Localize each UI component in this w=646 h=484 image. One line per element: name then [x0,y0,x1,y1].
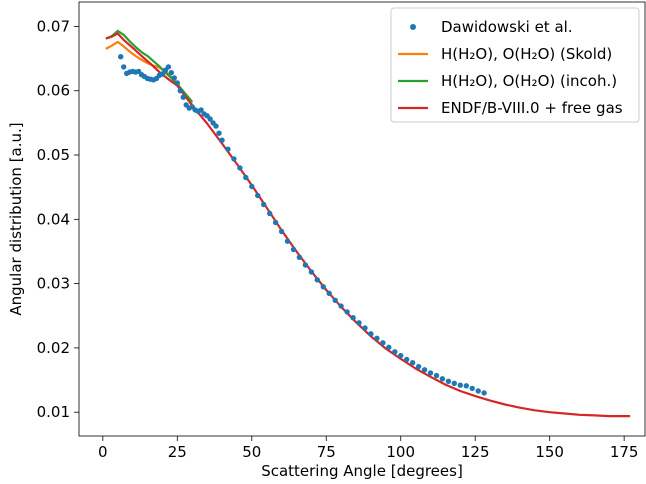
y-axis-label: Angular distribution [a.u.] [7,122,25,315]
data-point [398,352,404,359]
data-point [392,349,398,355]
x-axis: 0 25 50 75 100 125 150 175 [98,436,638,461]
data-point [231,156,237,162]
data-point [207,116,213,122]
data-point [168,70,174,76]
y-tick-label: 0.05 [37,146,70,164]
data-point [296,254,303,260]
data-point [409,360,416,366]
data-point [261,201,267,208]
data-point [174,80,180,86]
data-point [380,340,386,346]
data-point [278,228,285,235]
y-axis: 0.01 0.02 0.03 0.04 0.05 0.06 0.07 [37,17,79,421]
data-point [255,192,261,199]
legend-label: ENDF/B-VIII.0 + free gas [441,99,623,117]
data-point [216,130,222,136]
x-tick-label: 25 [168,443,187,461]
data-point [237,165,243,171]
legend-label: H(H₂O), O(H₂O) (Skold) [441,45,612,63]
data-point [171,75,177,81]
data-point [198,107,204,113]
x-tick-label: 125 [461,443,490,461]
data-point [326,290,332,296]
data-point [314,277,320,283]
data-point [439,376,446,382]
y-tick-label: 0.03 [37,275,70,293]
data-point [445,378,452,384]
data-point [415,363,422,370]
data-point [219,137,225,143]
legend-box [390,7,640,123]
data-point [308,269,315,275]
series-layer [105,29,631,418]
data-point [290,246,297,253]
data-point [249,183,255,190]
x-tick-label: 0 [98,443,108,461]
data-point [159,71,166,77]
data-point [225,146,231,152]
y-tick-label: 0.07 [37,17,70,35]
data-point [386,344,392,350]
y-tick-label: 0.04 [37,210,70,228]
data-point [475,388,481,394]
series-line [105,29,194,103]
data-point [267,210,273,217]
data-point [320,284,326,290]
data-point [302,262,309,268]
x-tick-label: 75 [317,443,336,461]
data-point [481,390,487,396]
data-point [451,380,457,386]
data-point [374,335,380,341]
x-tick-label: 50 [242,443,261,461]
x-axis-label: Scattering Angle [degrees] [261,462,463,480]
data-point [118,54,124,60]
x-tick-label: 100 [386,443,415,461]
y-tick-label: 0.01 [37,403,70,421]
legend-label: H(H₂O), O(H₂O) (incoh.) [441,72,617,90]
data-point [457,382,463,388]
y-tick-label: 0.06 [37,82,70,100]
legend-label: Dawidowski et al. [441,18,573,36]
data-point [421,367,428,373]
data-point [368,331,374,337]
x-tick-label: 175 [610,443,639,461]
data-point [463,383,469,389]
data-point [344,309,350,315]
data-point [350,315,356,321]
legend-marker [410,24,416,30]
data-point [180,94,186,100]
data-point [338,303,344,309]
data-point [284,238,291,244]
legend: Dawidowski et al. H(H₂O), O(H₂O) (Skold) H… [390,7,640,123]
data-point [404,356,410,363]
data-point [177,88,183,94]
y-tick-label: 0.02 [37,339,70,357]
data-point [469,385,475,392]
data-point [332,297,338,303]
data-point [272,219,279,226]
data-point [356,320,362,326]
data-point [243,174,249,181]
data-point [427,370,434,376]
data-point [433,372,440,379]
data-point [121,64,127,70]
data-point [165,64,172,70]
data-point [362,325,368,331]
x-tick-label: 150 [535,443,564,461]
data-point [213,123,219,129]
